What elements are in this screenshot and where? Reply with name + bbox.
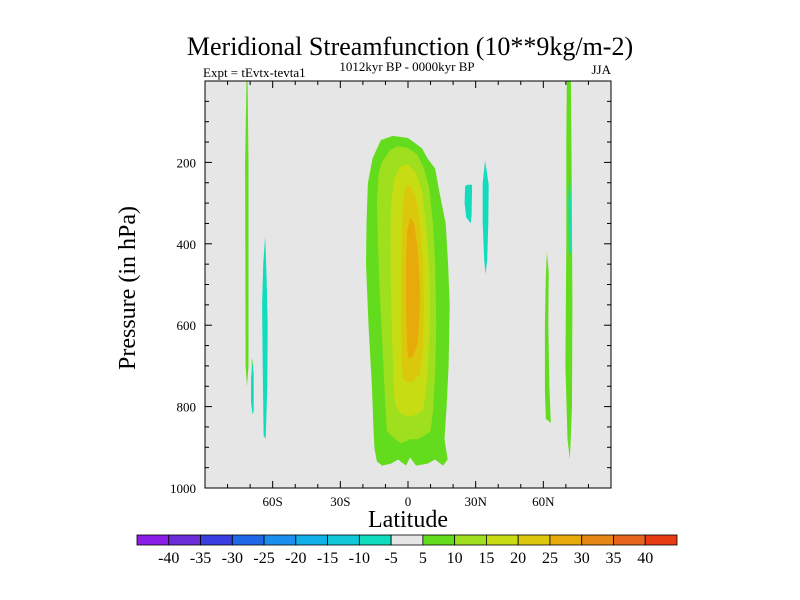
colorbar-label: -20	[285, 550, 306, 567]
colorbar-label: -10	[349, 550, 370, 567]
colorbar-swatch	[390, 534, 424, 546]
colorbar-swatch	[517, 534, 551, 546]
period-label: 1012kyr BP - 0000kyr BP	[339, 59, 474, 74]
x-axis-label: Latitude	[368, 507, 448, 533]
colorbar-swatch	[231, 534, 265, 546]
colorbar-label: 15	[478, 550, 494, 567]
colorbar-label: 20	[510, 550, 526, 567]
colorbar-swatch	[581, 534, 614, 546]
contour-south-neg-5b	[262, 235, 268, 440]
y-tick-label: 800	[177, 400, 197, 415]
contour-mid-neg-5a	[464, 184, 473, 224]
colorbar-swatch	[295, 534, 328, 546]
colorbar-label: 40	[637, 550, 653, 567]
y-tick-label: 600	[177, 318, 197, 333]
experiment-label: Expt = tEvtx-tevta1	[203, 65, 306, 80]
colorbar-swatch	[327, 534, 360, 546]
colorbar-label: 10	[447, 550, 463, 567]
colorbar-swatch	[200, 534, 233, 546]
contour-polar-south-line-5	[245, 81, 249, 387]
colorbar-swatch	[644, 534, 678, 546]
y-tick-label: 400	[177, 237, 197, 252]
chart-title: Meridional Streamfunction (10**9kg/m-2)	[187, 32, 633, 61]
x-tick-label: 60S	[263, 494, 283, 509]
colorbar-label: 5	[419, 550, 427, 567]
contour-central-cell-25	[406, 217, 420, 358]
colorbar-label: 35	[605, 550, 621, 567]
contour-south-neg-5a	[251, 361, 254, 415]
contour-north-pos-5a	[544, 251, 551, 423]
colorbar-swatch	[486, 534, 519, 546]
contour-mid-neg-5b	[482, 160, 489, 275]
contour-regions	[245, 81, 573, 466]
colorbar-swatch	[263, 534, 297, 546]
colorbar-label: -35	[190, 550, 211, 567]
colorbar: -40 -35 -30 -25 -20 -15 -10 -5 5 10 15 20 25 30 35 40	[136, 534, 678, 567]
colorbar-swatch	[613, 534, 646, 546]
colorbar-swatch	[358, 534, 392, 546]
colorbar-label: -30	[222, 550, 243, 567]
x-tick-label: 0	[405, 494, 412, 509]
colorbar-swatch	[422, 534, 456, 546]
y-tick-label: 1000	[170, 481, 196, 496]
y-tick-label: 200	[177, 155, 197, 170]
colorbar-swatch	[136, 534, 170, 546]
colorbar-swatch	[549, 534, 583, 546]
colorbar-swatch	[454, 534, 487, 546]
x-axis: 60S 30S 0 30N 60N	[204, 81, 612, 509]
colorbar-label: -5	[384, 550, 397, 567]
colorbar-label: -25	[253, 550, 274, 567]
season-label: JJA	[591, 62, 611, 77]
y-axis-label: Pressure (in hPa)	[115, 206, 141, 370]
colorbar-label: -15	[317, 550, 338, 567]
x-tick-label: 30S	[330, 494, 350, 509]
x-tick-label: 30N	[464, 494, 487, 509]
colorbar-swatch	[168, 534, 201, 546]
contour-north-neg-5-inner	[568, 162, 571, 256]
x-tick-label: 60N	[532, 494, 555, 509]
colorbar-label: -40	[158, 550, 179, 567]
colorbar-label: 30	[574, 550, 590, 567]
y-axis: 200 400 600 800 1000	[170, 80, 611, 496]
contour-north-pos-5b	[565, 81, 573, 460]
colorbar-label: 25	[542, 550, 558, 567]
